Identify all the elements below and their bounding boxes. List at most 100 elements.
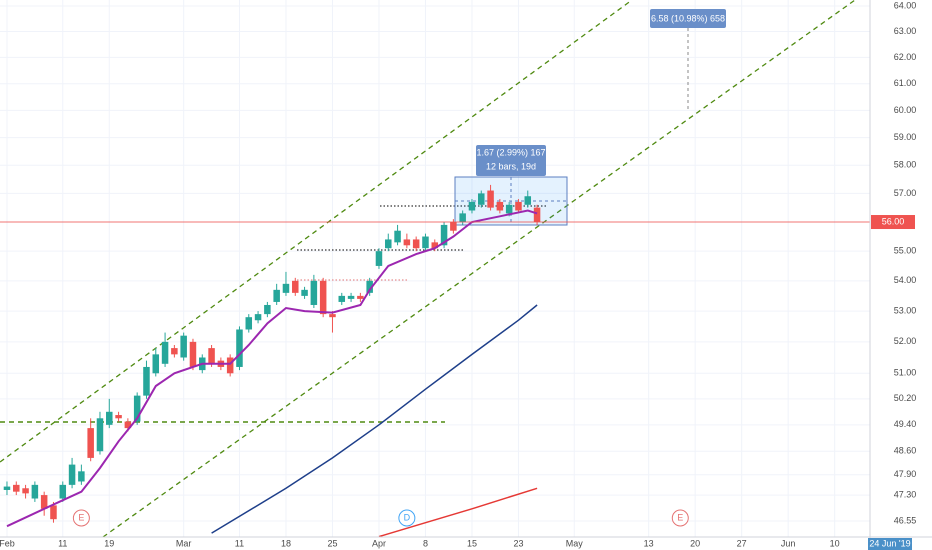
candle-body (106, 411, 113, 425)
candle-body (143, 366, 150, 396)
candle-body (282, 283, 290, 293)
moving-average (211, 304, 538, 534)
x-tick-label: Jun (781, 538, 796, 548)
candle-body (357, 295, 364, 299)
x-tick-label: 18 (281, 538, 291, 548)
x-tick-label: 15 (467, 538, 477, 548)
candle-body (50, 505, 57, 520)
candle-body (450, 222, 457, 231)
candle-body (301, 289, 308, 296)
candle-body (440, 224, 448, 246)
event-marker (671, 509, 689, 527)
y-tick-label: 52.00 (894, 336, 917, 346)
y-tick-label: 46.55 (894, 515, 917, 525)
candle-body (78, 471, 85, 482)
candle-body (3, 486, 11, 490)
y-tick-label: 59.00 (894, 132, 917, 142)
annotation-box (476, 145, 546, 176)
x-tick-label: Feb (0, 538, 15, 548)
x-tick-label: Apr (372, 538, 386, 548)
candle-body (245, 317, 253, 330)
candle-body (133, 395, 141, 422)
last-price-label: 56.00 (882, 216, 905, 226)
candle-body (505, 204, 513, 214)
x-tick-label: May (566, 538, 584, 548)
candle-body (412, 239, 420, 249)
annotation: 6.58 (10.98%) 658 (651, 13, 725, 23)
y-tick-label: 49.40 (894, 419, 917, 429)
candle-body (385, 239, 392, 249)
y-tick-label: 55.00 (894, 246, 917, 256)
candle-body (87, 428, 94, 458)
event-label: E (677, 512, 683, 522)
candle-body (254, 314, 262, 321)
candle-body (515, 201, 522, 211)
candle-body (189, 341, 197, 367)
annotation-box (650, 9, 726, 28)
x-tick-label: 25 (327, 538, 337, 548)
candle-body (347, 295, 355, 299)
y-tick-label: 54.00 (894, 275, 917, 285)
y-tick-label: 63.00 (894, 26, 917, 36)
crosshair-box (868, 538, 912, 550)
x-tick-label: 27 (737, 538, 747, 548)
candle-body (13, 484, 20, 492)
candle-body (375, 251, 383, 266)
x-tick-label: 11 (235, 538, 244, 548)
moving-average (6, 209, 538, 528)
x-tick-label: 20 (690, 538, 700, 548)
candle-body (96, 418, 104, 452)
y-tick-label: 57.00 (894, 188, 917, 198)
y-tick-label: 61.00 (894, 78, 917, 88)
x-tick-label: 13 (644, 538, 654, 548)
candle-body (366, 280, 373, 293)
y-tick-label: 64.00 (894, 0, 917, 10)
y-tick-label: 47.90 (894, 469, 917, 479)
candle-body (226, 357, 234, 374)
event-marker (72, 509, 90, 527)
x-tick-label: Mar (176, 538, 192, 548)
y-tick-label: 60.00 (894, 105, 917, 115)
candle-body (524, 196, 532, 205)
candle-body (496, 201, 504, 211)
channel-lower (102, 0, 856, 538)
x-tick-label: 23 (513, 538, 523, 548)
last-price-box (871, 215, 915, 230)
candle-body (115, 415, 122, 419)
candle-body (68, 464, 76, 485)
y-tick-label: 48.60 (894, 446, 917, 456)
grid (0, 0, 870, 537)
y-tick-label: 50.20 (894, 393, 917, 403)
annotation: 1.67 (2.99%) 167 (476, 147, 545, 157)
candle-body (180, 335, 187, 358)
candle-body (394, 230, 401, 243)
candle-body (22, 488, 29, 494)
candle-body (264, 304, 271, 315)
y-tick-label: 53.00 (894, 305, 917, 315)
plot (0, 184, 870, 538)
candle-body (124, 421, 132, 429)
candle-body (59, 484, 67, 499)
y-tick-label: 51.00 (894, 368, 917, 378)
annotation: 12 bars, 19d (486, 161, 536, 171)
channel-upper (0, 0, 633, 463)
y-tick-label: 62.00 (894, 52, 917, 62)
x-tick-label: 8 (423, 538, 428, 548)
candle-body (273, 289, 280, 302)
y-tick-label: 47.30 (894, 489, 917, 499)
candle-body (208, 348, 215, 364)
candle-body (40, 495, 48, 509)
candle-body (319, 280, 327, 315)
x-tick-label: 10 (830, 538, 840, 548)
x-tick-label: 11 (58, 538, 67, 548)
candle-body (431, 242, 439, 249)
candle-body (329, 314, 336, 318)
event-label: D (404, 512, 411, 522)
x-tick-label: 19 (104, 538, 114, 548)
candle-body (403, 239, 411, 246)
candle-body (338, 295, 346, 302)
y-tick-label: 58.00 (894, 160, 917, 170)
event-label: E (78, 512, 84, 522)
